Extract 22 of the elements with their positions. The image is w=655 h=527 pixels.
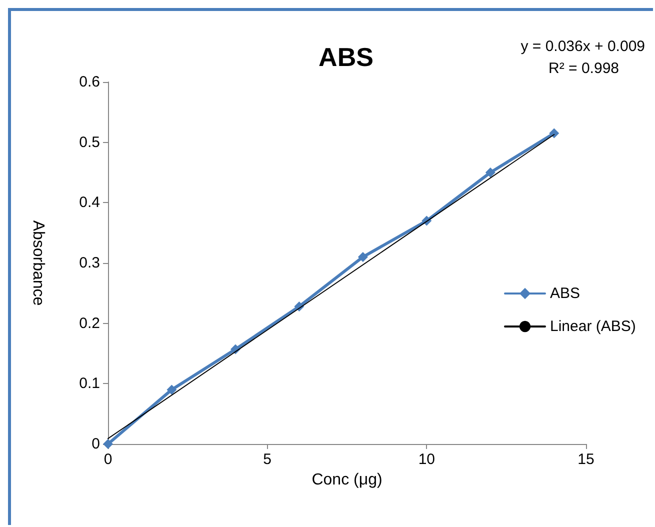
y-tick-label: 0 [92, 436, 100, 452]
y-tick-label: 0.6 [79, 74, 100, 90]
point [485, 168, 496, 178]
y-tick-label: 0.3 [79, 254, 100, 272]
y-axis-title: Absorbance [30, 220, 46, 306]
chart-title: ABS [318, 42, 374, 72]
point [166, 384, 177, 395]
legend-label: Linear (ABS) [550, 318, 636, 335]
y-tick-label: 0.1 [79, 375, 100, 392]
text: y = 0.036x + 0.009 [520, 38, 646, 55]
x-axis-title: Conc (μg) [312, 471, 382, 488]
x-tick-label: 15 [578, 451, 594, 468]
y-tick-label: 0.2 [79, 314, 100, 332]
text: R² = 0.998 [548, 60, 620, 77]
x-tick-label: 10 [418, 451, 436, 468]
point [358, 252, 368, 262]
x-tick-label: 0 [104, 451, 112, 468]
x-tick-label: 5 [263, 451, 272, 468]
legend-label: ABS [550, 285, 580, 302]
y-tick-label: 0.4 [79, 194, 100, 212]
y-tick-label: 0.5 [79, 134, 100, 151]
point [549, 128, 560, 138]
